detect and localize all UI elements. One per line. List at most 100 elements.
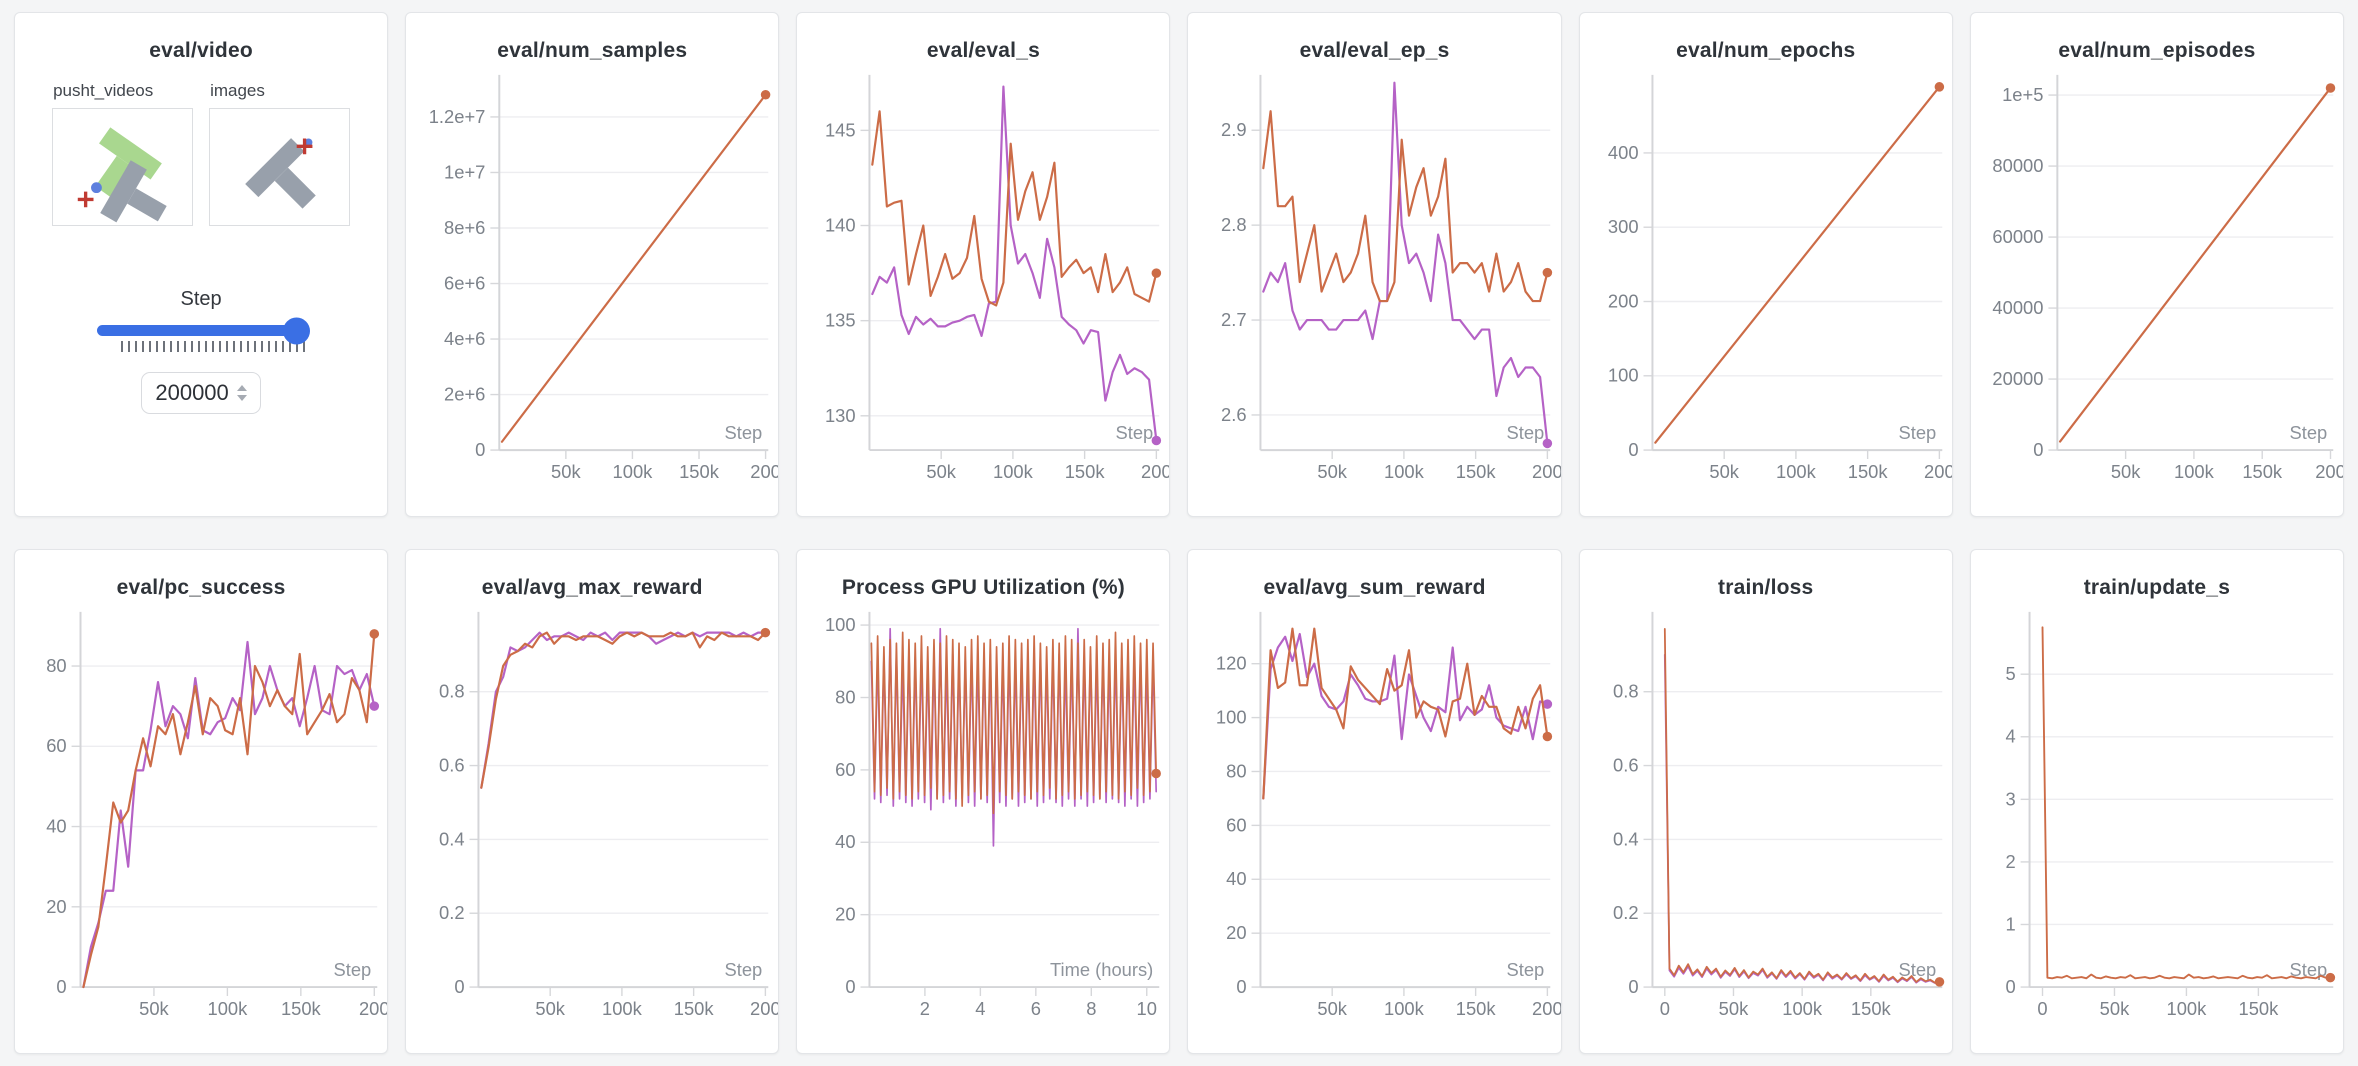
line-chart[interactable]: 0 20000 40000 60000 80000 1e+5 50k 100k 150k 200 S… (1971, 65, 2343, 516)
svg-text:0: 0 (2037, 998, 2047, 1019)
panel-title: eval/num_samples (497, 39, 688, 62)
svg-text:0: 0 (1628, 439, 1638, 460)
line-chart[interactable]: 0 100 200 300 400 50k 100k 150k 200 Step (1580, 65, 1952, 516)
svg-text:100k: 100k (1384, 998, 1425, 1019)
pusht-image-drawing (245, 138, 316, 209)
svg-text:150k: 150k (1851, 998, 1892, 1019)
panel-title: train/loss (1718, 576, 1814, 599)
svg-text:Step: Step (2289, 422, 2327, 443)
svg-text:0: 0 (1628, 976, 1638, 997)
svg-text:60000: 60000 (1992, 226, 2043, 247)
svg-text:0: 0 (475, 439, 485, 460)
svg-text:4: 4 (2005, 726, 2015, 747)
svg-text:140: 140 (825, 214, 856, 235)
panel-title: eval/video (149, 39, 253, 62)
svg-text:50k: 50k (551, 461, 581, 482)
svg-text:100k: 100k (2174, 461, 2215, 482)
svg-text:200: 200 (1533, 998, 1561, 1019)
svg-text:50k: 50k (927, 461, 957, 482)
svg-text:200: 200 (1608, 290, 1639, 311)
svg-text:8: 8 (1087, 998, 1097, 1019)
line-chart[interactable]: 0 0.2 0.4 0.6 0.8 0 50k 100k 150k Step (1580, 602, 1952, 1053)
svg-text:80: 80 (835, 686, 855, 707)
svg-text:1.2e+7: 1.2e+7 (429, 106, 486, 127)
svg-text:0: 0 (56, 976, 66, 997)
svg-text:80000: 80000 (1992, 155, 2043, 176)
panel-eval-video: eval/video pusht_videos (14, 12, 389, 517)
svg-text:150k: 150k (2242, 461, 2283, 482)
svg-text:0.2: 0.2 (1613, 902, 1639, 923)
svg-text:100k: 100k (208, 998, 249, 1019)
line-chart[interactable]: 130 135 140 145 50k 100k 150k 200 Step (797, 65, 1169, 516)
panel-title: eval/eval_s (926, 39, 1040, 62)
panel-title: Process GPU Utilization (%) (841, 576, 1125, 599)
stepper-up-icon[interactable] (236, 385, 247, 391)
slider-track[interactable] (97, 317, 311, 344)
svg-text:0.8: 0.8 (439, 681, 465, 702)
svg-text:100k: 100k (2166, 998, 2207, 1019)
svg-text:8e+6: 8e+6 (444, 217, 485, 238)
media-pusht-videos: pusht_videos (52, 81, 194, 226)
svg-text:60: 60 (835, 759, 855, 780)
svg-text:2.9: 2.9 (1222, 119, 1248, 140)
svg-text:20000: 20000 (1992, 368, 2043, 389)
pusht-scene-drawing (77, 127, 167, 223)
svg-text:40: 40 (835, 831, 855, 852)
svg-text:400: 400 (1608, 142, 1639, 163)
svg-text:5: 5 (2005, 663, 2015, 684)
svg-text:100k: 100k (1776, 461, 1817, 482)
svg-text:100k: 100k (1384, 461, 1425, 482)
step-input[interactable]: 200000 (141, 372, 262, 414)
svg-text:150k: 150k (2238, 998, 2279, 1019)
line-chart[interactable]: 0 20 40 60 80 100 2 4 6 8 10 Time (hours) (797, 602, 1169, 1053)
svg-text:60: 60 (46, 735, 66, 756)
media-row: pusht_videos (15, 81, 387, 226)
svg-text:100k: 100k (1782, 998, 1823, 1019)
images-thumbnail[interactable] (209, 108, 351, 226)
media-label: pusht_videos (53, 81, 154, 100)
svg-text:50k: 50k (1709, 461, 1739, 482)
svg-text:80: 80 (1227, 760, 1247, 781)
line-chart[interactable]: 0 1 2 3 4 5 0 50k 100k 150k Step (1971, 602, 2343, 1053)
line-chart[interactable]: 0 2e+6 4e+6 6e+6 8e+6 1e+7 1.2e+7 50k 100k 150k 20… (406, 65, 778, 516)
svg-text:40000: 40000 (1992, 297, 2043, 318)
panel-train-loss: train/loss 0 0.2 0.4 0.6 0.8 0 50k 100k 150k Step (1578, 549, 1953, 1054)
svg-text:100k: 100k (613, 461, 654, 482)
svg-text:0: 0 (454, 976, 464, 997)
svg-text:Step: Step (725, 422, 763, 443)
svg-text:2: 2 (2005, 851, 2015, 872)
panel-title: eval/avg_sum_reward (1263, 576, 1486, 599)
svg-text:Step: Step (1507, 422, 1545, 443)
svg-text:100: 100 (1608, 365, 1639, 386)
svg-text:Step: Step (1898, 959, 1936, 980)
svg-text:40: 40 (1227, 868, 1247, 889)
step-slider[interactable] (97, 317, 311, 352)
svg-text:6: 6 (1031, 998, 1041, 1019)
svg-text:50k: 50k (536, 998, 566, 1019)
svg-text:0.2: 0.2 (439, 902, 465, 923)
panel-eval-pc-success: eval/pc_success 0 20 40 60 80 50k 100k 150k 200 S… (14, 549, 389, 1054)
step-value[interactable]: 200000 (155, 380, 229, 405)
svg-text:10: 10 (1137, 998, 1157, 1019)
line-chart[interactable]: 2.6 2.7 2.8 2.9 50k 100k 150k 200 Step (1188, 65, 1561, 516)
svg-text:4e+6: 4e+6 (444, 328, 485, 349)
svg-text:0: 0 (1659, 998, 1669, 1019)
panel-title: eval/num_epochs (1676, 39, 1856, 62)
line-chart[interactable]: 0 0.2 0.4 0.6 0.8 50k 100k 150k 200 Step (406, 602, 778, 1053)
line-chart[interactable]: 0 20 40 60 80 50k 100k 150k 200 Step (15, 602, 387, 1053)
media-label: images (210, 81, 265, 100)
svg-text:100k: 100k (602, 998, 643, 1019)
slider-thumb[interactable] (283, 317, 311, 344)
stepper-down-icon[interactable] (236, 395, 247, 401)
panel-title: train/update_s (2083, 576, 2231, 599)
svg-text:0: 0 (2033, 439, 2043, 460)
svg-text:2.7: 2.7 (1222, 309, 1248, 330)
svg-text:100: 100 (825, 614, 856, 635)
pusht-video-thumbnail[interactable] (52, 108, 194, 226)
svg-text:100: 100 (1216, 707, 1247, 728)
panel-title: eval/eval_ep_s (1299, 39, 1450, 62)
svg-text:1: 1 (2005, 913, 2015, 934)
svg-text:200: 200 (1141, 461, 1169, 482)
line-chart[interactable]: 0 20 40 60 80 100 120 50k 100k 150k 200 Step (1188, 602, 1561, 1053)
